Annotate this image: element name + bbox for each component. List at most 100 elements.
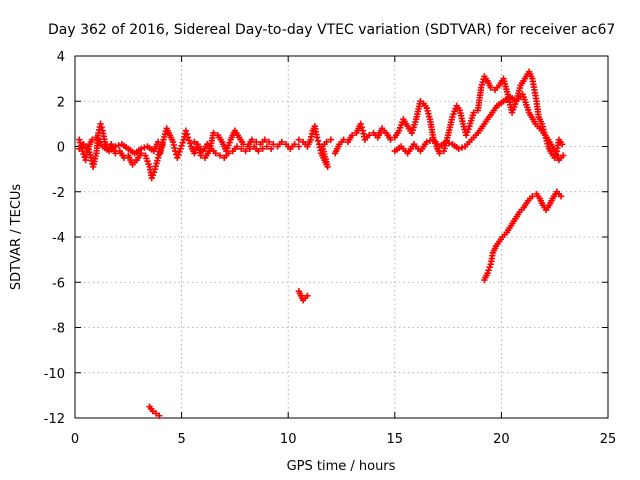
data-point <box>182 127 190 134</box>
y-tick-label: -6 <box>52 276 65 291</box>
x-tick-label: 20 <box>493 432 510 447</box>
data-point <box>366 131 373 139</box>
y-tick-label: -12 <box>44 412 65 427</box>
data-point <box>387 136 394 143</box>
data-point <box>156 412 163 419</box>
data-point <box>436 150 443 157</box>
data-point <box>423 138 430 146</box>
data-marks <box>76 68 567 419</box>
series-arc-1 <box>76 120 166 182</box>
data-point <box>445 139 453 147</box>
data-point <box>150 168 158 176</box>
data-point <box>183 130 191 138</box>
y-axis: -12 -10 -8 -6 -4 -2 0 2 4 <box>44 50 608 427</box>
data-point <box>265 138 273 146</box>
data-point <box>88 136 96 143</box>
data-point <box>98 124 105 131</box>
data-point <box>487 84 494 91</box>
data-point <box>177 145 184 152</box>
data-point <box>313 134 321 141</box>
y-tick-label: 2 <box>57 95 65 110</box>
data-point <box>529 193 536 200</box>
data-point <box>270 141 277 148</box>
data-point <box>464 128 471 136</box>
y-tick-label: 4 <box>57 50 65 65</box>
y-axis-label: SDTVAR / TECUs <box>9 184 24 291</box>
y-tick-label: -10 <box>44 367 65 382</box>
data-point <box>178 142 185 149</box>
data-point <box>267 145 275 152</box>
data-point <box>327 136 335 143</box>
data-point <box>426 137 434 145</box>
data-point <box>149 171 157 179</box>
data-point <box>137 145 145 152</box>
data-point <box>240 141 247 148</box>
data-point <box>248 136 256 143</box>
data-point <box>179 139 186 146</box>
data-point <box>295 136 303 143</box>
data-point <box>455 145 462 152</box>
data-point <box>485 266 492 274</box>
data-point <box>263 143 271 150</box>
data-point <box>148 174 155 182</box>
data-point <box>463 131 470 139</box>
data-point <box>255 147 262 155</box>
data-point <box>259 145 266 152</box>
data-point <box>112 143 119 150</box>
data-point <box>465 125 472 133</box>
data-point <box>242 147 249 155</box>
data-point <box>484 270 491 277</box>
x-tick-label: 10 <box>280 432 297 447</box>
data-point <box>314 137 322 145</box>
x-tick-label: 25 <box>600 432 617 447</box>
data-point <box>225 150 232 157</box>
data-point <box>185 137 193 144</box>
data-point <box>238 145 245 152</box>
data-point <box>323 138 330 146</box>
data-point <box>291 141 298 148</box>
data-point <box>191 150 198 157</box>
data-point <box>486 263 493 271</box>
chart-title: Day 362 of 2016, Sidereal Day-to-day VTE… <box>48 22 615 38</box>
data-point <box>358 124 365 131</box>
data-point <box>442 138 450 146</box>
series-arc-6 <box>331 68 566 162</box>
data-point <box>112 150 119 157</box>
data-point <box>558 141 566 148</box>
x-axis: 0 5 10 15 20 25 <box>71 56 616 447</box>
data-point <box>184 134 192 141</box>
series-arc-4 <box>191 138 275 162</box>
y-tick-label: -4 <box>52 231 65 246</box>
data-point <box>210 129 217 137</box>
data-point <box>458 144 466 151</box>
data-point <box>253 138 260 146</box>
data-point <box>174 154 181 162</box>
data-point <box>348 131 356 139</box>
data-point <box>233 143 241 150</box>
data-point <box>470 109 477 116</box>
series-arc-8 <box>295 288 311 304</box>
data-point <box>304 292 311 300</box>
series-arc-5 <box>295 122 335 171</box>
y-tick-label: 0 <box>57 141 65 156</box>
data-point <box>175 151 182 158</box>
data-point <box>557 193 565 200</box>
series-arc-10 <box>481 188 565 284</box>
data-point <box>295 143 303 150</box>
data-point <box>340 136 347 143</box>
data-point <box>261 136 268 143</box>
y-tick-label: -2 <box>52 186 65 201</box>
x-tick-label: 5 <box>177 432 185 447</box>
data-point <box>357 120 364 128</box>
x-axis-label: GPS time / hours <box>287 459 396 474</box>
data-point <box>278 138 286 146</box>
y-tick-label: -8 <box>52 322 65 337</box>
x-tick-label: 0 <box>71 432 79 447</box>
data-point <box>246 145 254 152</box>
series-arc-9 <box>146 403 163 419</box>
x-tick-label: 15 <box>387 432 404 447</box>
data-point <box>212 150 219 157</box>
data-point <box>197 152 204 159</box>
series-arc-2 <box>76 134 162 157</box>
